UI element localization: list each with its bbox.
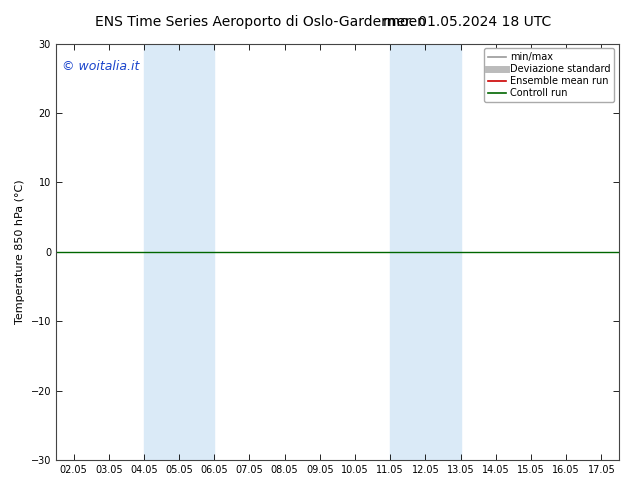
Text: mer. 01.05.2024 18 UTC: mer. 01.05.2024 18 UTC xyxy=(384,15,552,29)
Bar xyxy=(391,44,461,460)
Text: © woitalia.it: © woitalia.it xyxy=(61,60,139,73)
Y-axis label: Temperature 850 hPa (°C): Temperature 850 hPa (°C) xyxy=(15,179,25,324)
Bar xyxy=(144,44,214,460)
Legend: min/max, Deviazione standard, Ensemble mean run, Controll run: min/max, Deviazione standard, Ensemble m… xyxy=(484,49,614,102)
Text: ENS Time Series Aeroporto di Oslo-Gardermoen: ENS Time Series Aeroporto di Oslo-Garder… xyxy=(95,15,426,29)
